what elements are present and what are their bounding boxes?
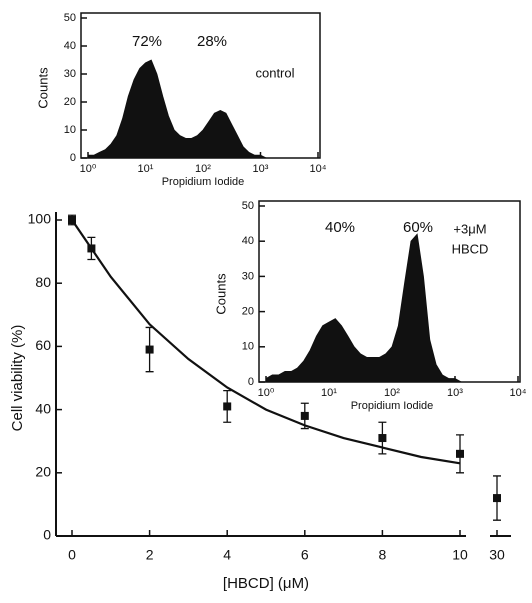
y-tick-label: 50 <box>64 12 76 24</box>
x-tick-label: 10⁴ <box>510 387 527 399</box>
annotation: control <box>255 65 294 80</box>
x-axis-label: Propidium Iodide <box>162 176 245 188</box>
x-tick-label: 30 <box>489 547 505 563</box>
y-tick-label: 20 <box>64 96 76 108</box>
data-point <box>223 402 232 411</box>
annotation: 28% <box>197 33 227 50</box>
x-tick-label: 8 <box>379 547 387 563</box>
x-axis-label: [HBCD] (μM) <box>223 575 309 592</box>
y-tick-label: 0 <box>43 527 51 543</box>
data-point <box>456 449 464 458</box>
x-axis-label: Propidium Iodide <box>351 400 434 412</box>
data-point <box>68 216 76 224</box>
x-tick-label: 10³ <box>253 163 269 175</box>
y-tick-label: 20 <box>242 306 254 318</box>
data-point <box>300 411 309 420</box>
x-tick-label: 10⁴ <box>310 163 327 175</box>
x-tick-label: 10⁰ <box>258 387 275 399</box>
y-tick-label: 40 <box>242 235 254 247</box>
x-tick-label: 6 <box>301 547 309 563</box>
histogram-area <box>87 59 318 159</box>
y-axis-label: Cell viability (%) <box>9 325 26 432</box>
annotation: 72% <box>132 33 162 50</box>
y-tick-label: 0 <box>248 376 254 388</box>
y-tick-label: 10 <box>64 124 76 136</box>
y-tick-label: 100 <box>28 211 52 227</box>
annotation: 40% <box>325 219 355 236</box>
data-point <box>493 494 501 503</box>
x-tick-label: 4 <box>223 547 231 563</box>
y-axis-label: Counts <box>213 273 228 315</box>
x-tick-label: 10 <box>452 547 468 563</box>
y-tick-label: 10 <box>242 341 254 353</box>
y-tick-label: 50 <box>242 200 254 212</box>
x-tick-label: 2 <box>146 547 154 563</box>
x-tick-label: 0 <box>68 547 76 563</box>
x-tick-label: 10² <box>384 387 400 399</box>
y-tick-label: 80 <box>35 274 51 290</box>
annotation: +3μM <box>453 221 486 236</box>
x-tick-label: 10¹ <box>138 163 154 175</box>
annotation: 60% <box>403 219 433 236</box>
y-tick-label: 30 <box>242 270 254 282</box>
y-tick-label: 20 <box>35 464 51 480</box>
y-tick-label: 0 <box>70 152 76 164</box>
x-tick-label: 10¹ <box>321 387 337 399</box>
y-tick-label: 30 <box>64 68 76 80</box>
fit-curve <box>71 219 461 465</box>
data-point <box>87 244 96 253</box>
y-axis-label: Counts <box>35 67 50 109</box>
x-tick-label: 10⁰ <box>80 163 97 175</box>
y-tick-label: 40 <box>64 40 76 52</box>
x-tick-label: 10³ <box>447 387 463 399</box>
data-point <box>378 434 387 443</box>
histogram-area <box>265 233 518 383</box>
y-tick-label: 40 <box>35 400 51 416</box>
annotation: HBCD <box>452 241 489 256</box>
data-point <box>145 345 154 354</box>
x-tick-label: 10² <box>195 163 211 175</box>
y-tick-label: 60 <box>35 337 51 353</box>
